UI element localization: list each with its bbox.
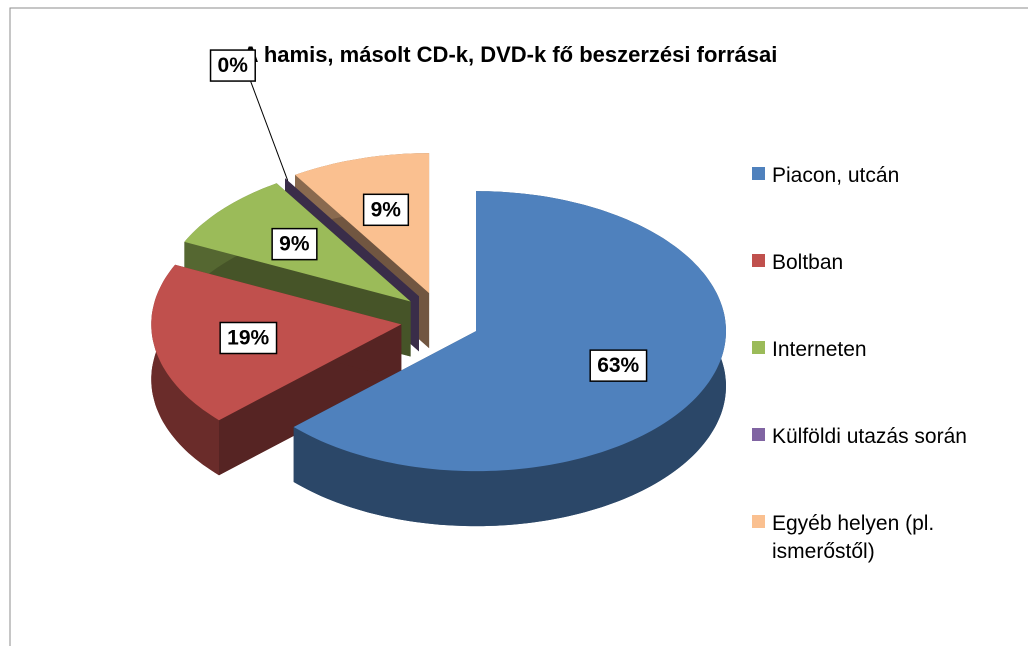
data-label-box xyxy=(271,227,318,261)
legend-item: Piacon, utcán xyxy=(752,158,1022,245)
legend-label: Piacon, utcán xyxy=(772,164,900,187)
slice-top xyxy=(285,178,419,297)
slice-top xyxy=(295,153,430,294)
data-label: 63% xyxy=(597,354,639,377)
data-label: 0% xyxy=(218,54,249,77)
legend-label: Külföldi utazás során xyxy=(772,425,967,448)
legend-label: Interneten xyxy=(772,338,867,361)
legend-item: Egyéb helyen (pl. ismerőstől) xyxy=(752,506,1022,593)
legend-item: Boltban xyxy=(752,245,1022,332)
legend-label: Boltban xyxy=(772,251,844,274)
leader-line xyxy=(250,81,289,181)
legend-swatch xyxy=(752,515,765,528)
legend-swatch xyxy=(752,254,765,267)
data-label-box xyxy=(209,49,256,82)
legend-swatch xyxy=(752,167,765,180)
data-label-box xyxy=(219,321,278,355)
data-label-box xyxy=(589,349,648,382)
data-label: 9% xyxy=(279,233,310,256)
legend: Piacon, utcán Boltban Interneten Külföldi u… xyxy=(752,158,1022,593)
data-label: 19% xyxy=(227,327,269,350)
legend-item: Külföldi utazás során xyxy=(752,419,1022,506)
legend-swatch xyxy=(752,428,765,441)
legend-label: Egyéb helyen (pl. ismerőstől) xyxy=(772,512,935,563)
legend-item: Interneten xyxy=(752,332,1022,419)
slice xyxy=(293,191,726,527)
data-label: 9% xyxy=(371,198,402,221)
chart-title: A hamis, másolt CD-k, DVD-k fő beszerzés… xyxy=(243,42,778,67)
data-label-box xyxy=(362,193,410,227)
slice-top xyxy=(293,191,726,472)
legend-swatch xyxy=(752,341,765,354)
slice-side xyxy=(293,191,726,527)
